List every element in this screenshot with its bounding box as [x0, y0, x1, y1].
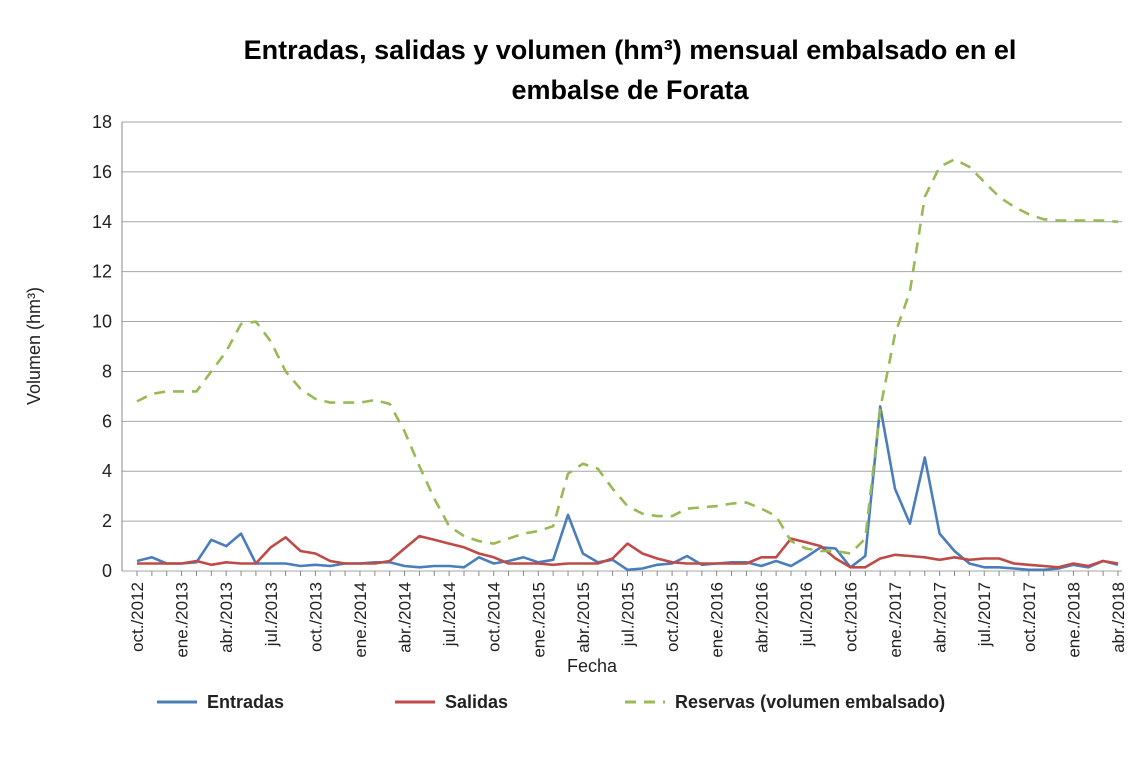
x-tick-label: oct./2012 [128, 582, 147, 652]
x-tick-label: jul./2016 [797, 582, 816, 647]
series-line [136, 158, 1119, 555]
x-tick-label: jul./2017 [975, 582, 994, 647]
x-tick-label: jul./2015 [619, 582, 638, 647]
x-tick-label: abr./2018 [1109, 582, 1128, 653]
x-tick-label: oct./2015 [663, 582, 682, 652]
y-tick-label: 2 [102, 511, 112, 531]
x-tick-label: ene./2017 [886, 582, 905, 658]
x-tick-label: abr./2013 [217, 582, 236, 653]
x-tick-label: ene./2018 [1064, 582, 1083, 658]
chart-title: Entradas, salidas y volumen (hm³) mensua… [243, 35, 1017, 105]
y-tick-label: 10 [92, 312, 112, 332]
y-tick-label: 12 [92, 262, 112, 282]
legend-label: Entradas [207, 692, 284, 712]
x-tick-label: abr./2014 [396, 582, 415, 653]
x-tick-label: jul./2013 [262, 582, 281, 647]
x-tick-label: ene./2016 [708, 582, 727, 658]
x-axis-label: Fecha [567, 656, 618, 676]
x-tick-label: ene./2014 [351, 582, 370, 658]
y-tick-label: 6 [102, 411, 112, 431]
legend-label: Reservas (volumen embalsado) [675, 692, 945, 712]
x-tick-label: abr./2015 [574, 582, 593, 653]
x-tick-label: ene./2015 [529, 582, 548, 658]
series-line [136, 405, 1119, 572]
x-tick-label: oct./2017 [1020, 582, 1039, 652]
x-tick-label: oct./2013 [306, 582, 325, 652]
y-axis-label: Volumen (hm³) [24, 287, 44, 405]
x-tick-label: jul./2014 [440, 582, 459, 647]
series-line [137, 534, 1119, 569]
y-tick-label: 18 [92, 112, 112, 132]
x-tick-label: ene./2013 [173, 582, 192, 658]
x-tick-label: abr./2017 [931, 582, 950, 653]
y-tick-label: 4 [102, 461, 112, 481]
legend-label: Salidas [445, 692, 508, 712]
y-tick-label: 14 [92, 212, 112, 232]
y-tick-label: 8 [102, 361, 112, 381]
x-tick-label: oct./2014 [485, 582, 504, 652]
y-tick-label: 0 [102, 561, 112, 581]
y-tick-label: 16 [92, 162, 112, 182]
x-tick-label: oct./2016 [841, 582, 860, 652]
x-tick-label: abr./2016 [752, 582, 771, 653]
